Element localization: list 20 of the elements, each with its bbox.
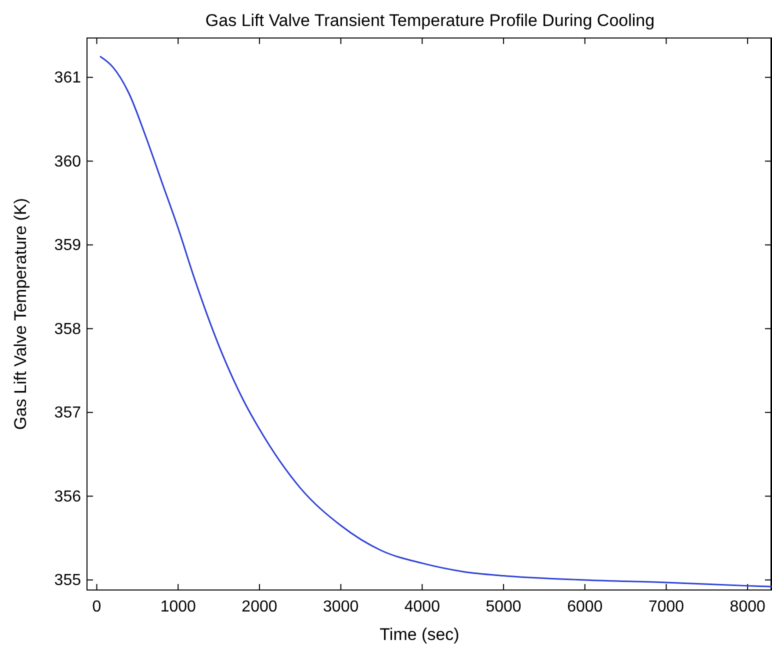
y-tick-label: 360 — [54, 153, 82, 170]
chart-title: Gas Lift Valve Transient Temperature Profile During Cooling — [205, 11, 655, 30]
y-tick-label: 358 — [54, 320, 82, 338]
x-tick-label: 2000 — [242, 598, 278, 616]
x-tick-label: 3000 — [323, 598, 359, 616]
x-tick-label: 6000 — [567, 598, 603, 616]
y-tick-label: 359 — [54, 237, 82, 254]
y-tick-label: 361 — [54, 69, 82, 86]
x-tick-label: 7000 — [648, 598, 684, 616]
y-tick-label: 357 — [54, 404, 82, 422]
y-axis-title: Gas Lift Valve Temperature (K) — [11, 198, 30, 430]
y-tick-label: 356 — [54, 488, 82, 506]
x-axis-title: Time (sec) — [380, 625, 460, 644]
line-series — [99, 56, 772, 588]
x-tick-label: 4000 — [404, 598, 440, 616]
x-tick-label: 5000 — [486, 598, 522, 616]
x-tick-label: 8000 — [730, 598, 766, 616]
x-tick-label: 0 — [92, 598, 102, 616]
x-tick-label: 1000 — [160, 598, 196, 616]
y-tick-label: 355 — [54, 572, 82, 590]
